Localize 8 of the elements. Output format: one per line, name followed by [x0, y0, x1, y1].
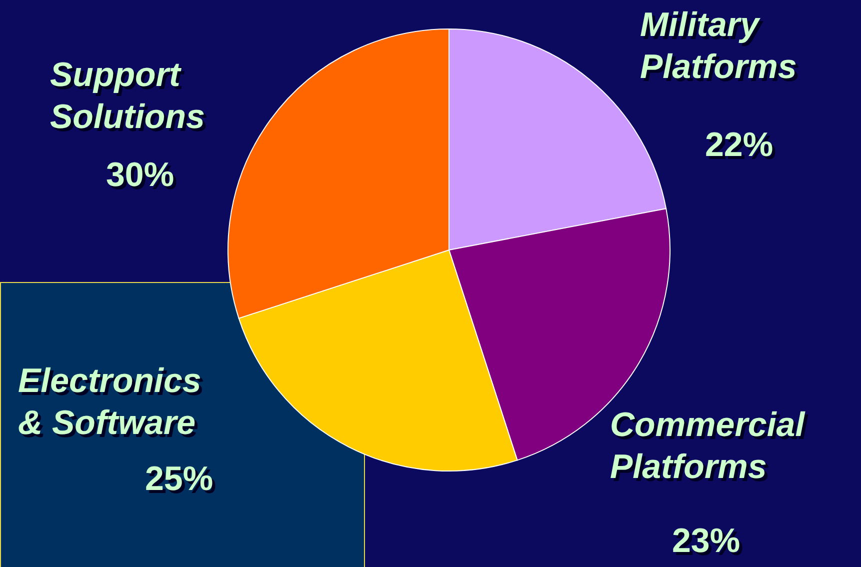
data-label: 30% — [106, 155, 174, 196]
data-label: 22% — [705, 125, 774, 166]
slice-label: Military Platforms — [640, 5, 798, 88]
slice-label: Support Solutions — [50, 55, 206, 138]
data-label: 25% — [145, 459, 214, 500]
slice-label: Commercial Platforms — [610, 405, 806, 488]
slice-label: Electronics & Software — [18, 361, 202, 444]
data-label: 23% — [672, 521, 740, 562]
